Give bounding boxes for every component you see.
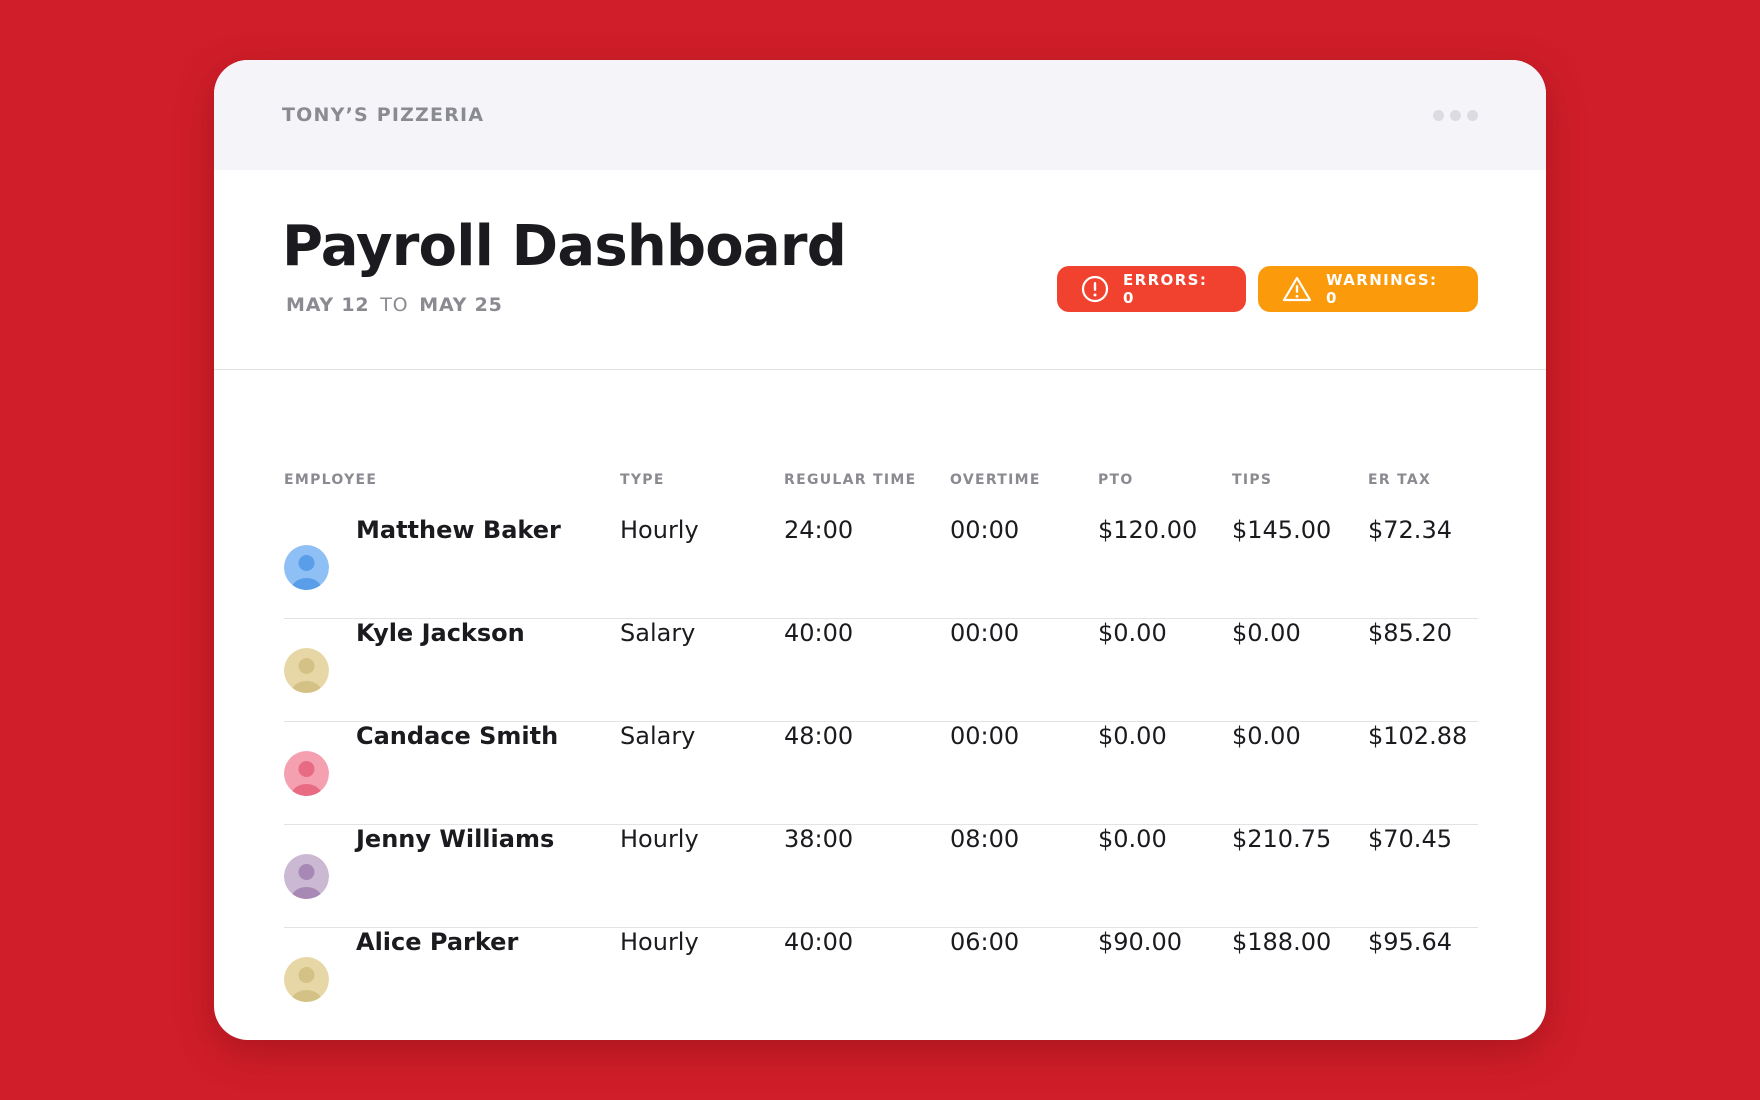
- regular-time: 40:00: [784, 619, 854, 647]
- er-tax: $72.34: [1368, 516, 1452, 544]
- col-type[interactable]: TYPE: [620, 472, 665, 488]
- error-circle-icon: [1081, 275, 1109, 303]
- tips: $145.00: [1232, 516, 1332, 544]
- page-title: Payroll Dashboard: [282, 214, 847, 279]
- user-icon: [284, 648, 329, 693]
- col-pto[interactable]: PTO: [1098, 472, 1134, 488]
- overtime: 00:00: [950, 619, 1020, 647]
- pto: $0.00: [1098, 825, 1167, 853]
- employee-type: Salary: [620, 722, 696, 750]
- employee-name[interactable]: Jenny Williams: [356, 825, 555, 853]
- employee-name[interactable]: Kyle Jackson: [356, 619, 525, 647]
- user-icon: [284, 545, 329, 590]
- avatar: [284, 648, 329, 693]
- company-name: TONY’S PIZZERIA: [282, 104, 485, 126]
- regular-time: 24:00: [784, 516, 854, 544]
- tips: $210.75: [1232, 825, 1332, 853]
- regular-time: 48:00: [784, 722, 854, 750]
- employee-name[interactable]: Candace Smith: [356, 722, 559, 750]
- date-range: MAY 12 TO MAY 25: [286, 294, 503, 316]
- dot-icon: [1467, 109, 1478, 121]
- range-to-word: TO: [380, 294, 409, 316]
- avatar: [284, 545, 329, 590]
- col-er-tax[interactable]: ER TAX: [1368, 472, 1432, 488]
- more-options-icon[interactable]: [1433, 109, 1478, 121]
- overtime: 00:00: [950, 722, 1020, 750]
- pto: $120.00: [1098, 516, 1198, 544]
- pto: $0.00: [1098, 722, 1167, 750]
- employee-type: Hourly: [620, 928, 699, 956]
- er-tax: $95.64: [1368, 928, 1452, 956]
- regular-time: 38:00: [784, 825, 854, 853]
- warning-triangle-icon: [1282, 276, 1312, 302]
- avatar: [284, 957, 329, 1002]
- overtime: 08:00: [950, 825, 1020, 853]
- dot-icon: [1433, 109, 1444, 121]
- er-tax: $85.20: [1368, 619, 1452, 647]
- tips: $0.00: [1232, 722, 1301, 750]
- employee-name[interactable]: Matthew Baker: [356, 516, 561, 544]
- payroll-table: EMPLOYEE TYPE REGULAR TIME OVERTIME PTO …: [284, 472, 1478, 1031]
- errors-label: ERRORS: 0: [1123, 271, 1208, 307]
- table-row[interactable]: Kyle Jackson Salary 40:00 00:00 $0.00 $0…: [284, 619, 1478, 722]
- user-icon: [284, 751, 329, 796]
- col-employee[interactable]: EMPLOYEE: [284, 472, 378, 488]
- tips: $188.00: [1232, 928, 1332, 956]
- col-tips[interactable]: TIPS: [1232, 472, 1273, 488]
- table-row[interactable]: Jenny Williams Hourly 38:00 08:00 $0.00 …: [284, 825, 1478, 928]
- overtime: 00:00: [950, 516, 1020, 544]
- table-header: EMPLOYEE TYPE REGULAR TIME OVERTIME PTO …: [284, 472, 1478, 516]
- table-row[interactable]: Matthew Baker Hourly 24:00 00:00 $120.00…: [284, 516, 1478, 619]
- employee-type: Hourly: [620, 825, 699, 853]
- employee-type: Salary: [620, 619, 696, 647]
- col-overtime[interactable]: OVERTIME: [950, 472, 1041, 488]
- payroll-card: TONY’S PIZZERIA Payroll Dashboard MAY 12…: [214, 60, 1546, 1040]
- overtime: 06:00: [950, 928, 1020, 956]
- employee-type: Hourly: [620, 516, 699, 544]
- status-badges: ERRORS: 0 WARNINGS: 0: [1057, 266, 1478, 312]
- table-body: Matthew Baker Hourly 24:00 00:00 $120.00…: [284, 516, 1478, 1031]
- tips: $0.00: [1232, 619, 1301, 647]
- errors-badge[interactable]: ERRORS: 0: [1057, 266, 1246, 312]
- avatar: [284, 751, 329, 796]
- employee-name[interactable]: Alice Parker: [356, 928, 519, 956]
- col-regular-time[interactable]: REGULAR TIME: [784, 472, 917, 488]
- table-row[interactable]: Candace Smith Salary 48:00 00:00 $0.00 $…: [284, 722, 1478, 825]
- pto: $90.00: [1098, 928, 1182, 956]
- dashboard-header: Payroll Dashboard MAY 12 TO MAY 25 ERROR…: [214, 170, 1546, 370]
- range-end: MAY 25: [419, 294, 503, 316]
- er-tax: $70.45: [1368, 825, 1452, 853]
- pto: $0.00: [1098, 619, 1167, 647]
- user-icon: [284, 854, 329, 899]
- avatar: [284, 854, 329, 899]
- warnings-badge[interactable]: WARNINGS: 0: [1258, 266, 1478, 312]
- table-row[interactable]: Alice Parker Hourly 40:00 06:00 $90.00 $…: [284, 928, 1478, 1031]
- regular-time: 40:00: [784, 928, 854, 956]
- top-bar: TONY’S PIZZERIA: [214, 60, 1546, 170]
- dot-icon: [1450, 109, 1461, 121]
- user-icon: [284, 957, 329, 1002]
- range-start: MAY 12: [286, 294, 370, 316]
- warnings-label: WARNINGS: 0: [1326, 271, 1438, 307]
- er-tax: $102.88: [1368, 722, 1468, 750]
